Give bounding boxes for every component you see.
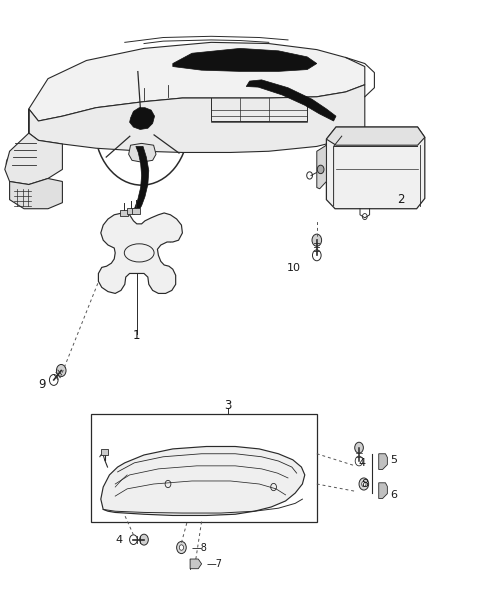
Polygon shape (379, 483, 387, 499)
Circle shape (312, 234, 322, 246)
Text: —7: —7 (206, 559, 222, 569)
Polygon shape (379, 454, 387, 469)
Circle shape (180, 544, 184, 551)
Text: 5: 5 (390, 455, 397, 465)
Polygon shape (5, 109, 62, 185)
Text: 6: 6 (390, 490, 397, 500)
Circle shape (317, 165, 324, 174)
Polygon shape (10, 178, 62, 209)
Polygon shape (98, 213, 182, 293)
Bar (91, 414, 317, 522)
Text: 4: 4 (359, 458, 366, 468)
Polygon shape (173, 48, 317, 71)
Polygon shape (29, 85, 365, 152)
Polygon shape (130, 108, 155, 129)
Text: 3: 3 (224, 399, 232, 412)
Polygon shape (101, 449, 108, 455)
Polygon shape (129, 143, 156, 162)
Bar (127, 208, 134, 214)
Polygon shape (29, 42, 365, 121)
Polygon shape (134, 146, 149, 213)
Circle shape (177, 541, 186, 554)
Circle shape (355, 442, 363, 453)
Text: 2: 2 (397, 193, 405, 206)
Circle shape (359, 478, 369, 490)
Text: —8: —8 (191, 543, 207, 552)
Polygon shape (101, 446, 305, 515)
Polygon shape (317, 145, 326, 189)
Polygon shape (326, 127, 425, 145)
Circle shape (362, 482, 366, 486)
Bar (132, 208, 140, 214)
Polygon shape (246, 80, 336, 121)
Text: 4: 4 (115, 535, 122, 545)
Circle shape (57, 364, 66, 376)
Polygon shape (326, 127, 425, 209)
Bar (120, 210, 128, 216)
Text: 9: 9 (38, 378, 46, 391)
Text: 10: 10 (287, 263, 301, 273)
Polygon shape (190, 559, 202, 569)
Text: 1: 1 (133, 329, 141, 342)
Circle shape (140, 534, 148, 545)
Text: 8: 8 (361, 479, 368, 489)
